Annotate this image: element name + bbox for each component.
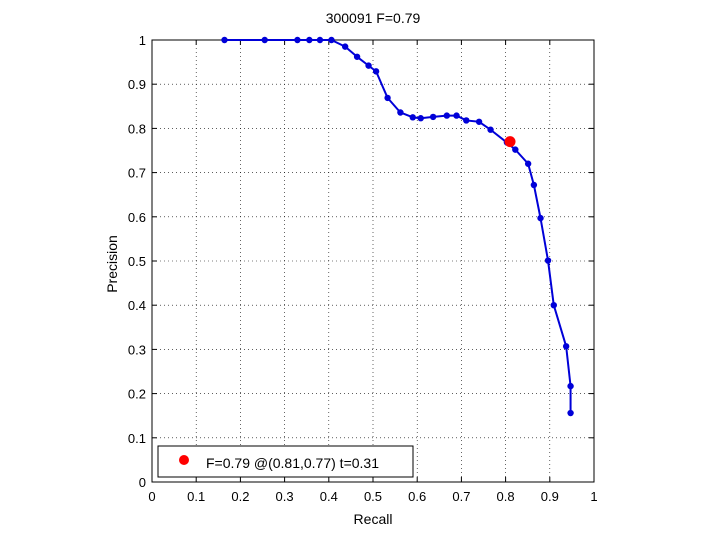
y-tick-label: 0.8 [128, 121, 146, 136]
series-layer [221, 36, 574, 417]
data-point [409, 114, 416, 121]
data-point [537, 214, 544, 222]
x-tick-label: 0.3 [276, 489, 294, 504]
data-point [365, 62, 372, 69]
data-point [487, 126, 494, 133]
data-point [384, 94, 391, 102]
x-tick-label: 0.4 [320, 489, 338, 504]
axis-ticks: 0 0.1 0.2 0.3 0.4 0.5 0.6 0.7 0.8 0.9 1 0 0.1 0.2 0.3 0… [128, 33, 598, 504]
grid-lines [152, 40, 594, 482]
data-point [316, 36, 324, 44]
data-point [306, 36, 313, 44]
y-tick-label: 0.3 [128, 342, 146, 357]
best-f-point [504, 136, 516, 148]
y-tick-label: 0.2 [128, 387, 146, 402]
data-point [463, 117, 470, 124]
legend-marker [179, 455, 189, 465]
data-point [328, 36, 335, 44]
y-tick-label: 0.7 [128, 166, 146, 181]
x-tick-label: 0.2 [231, 489, 249, 504]
y-tick-label: 1 [139, 33, 146, 48]
y-axis-label: Precision [104, 235, 120, 293]
legend: F=0.79 @(0.81,0.77) t=0.31 [157, 445, 414, 478]
x-tick-label: 0.5 [364, 489, 382, 504]
y-tick-label: 0 [139, 475, 146, 490]
highlight-layer [504, 136, 516, 148]
x-tick-label: 0.7 [452, 489, 470, 504]
chart-title: 300091 F=0.79 [326, 10, 421, 26]
y-tick-label: 0.1 [128, 431, 146, 446]
data-point [512, 146, 519, 153]
data-point [429, 113, 437, 121]
data-point [550, 302, 557, 309]
data-point [397, 109, 404, 116]
series-line [224, 39, 572, 414]
data-point [443, 112, 451, 119]
x-tick-label: 0 [148, 489, 155, 504]
y-tick-label: 0.5 [128, 254, 146, 269]
x-tick-label: 0.6 [408, 489, 426, 504]
data-point [261, 36, 268, 44]
y-tick-label: 0.9 [128, 77, 146, 92]
data-point [544, 257, 552, 264]
data-point [567, 382, 574, 390]
x-tick-label: 0.1 [187, 489, 205, 504]
data-point [475, 118, 483, 125]
x-tick-label: 1 [590, 489, 597, 504]
x-axis-label: Recall [354, 511, 393, 527]
data-point [294, 36, 301, 44]
data-point [353, 53, 361, 60]
data-point [562, 343, 570, 350]
x-tick-label: 0.8 [497, 489, 515, 504]
legend-entry: F=0.79 @(0.81,0.77) t=0.31 [206, 455, 379, 471]
data-point [341, 43, 349, 50]
y-tick-label: 0.4 [128, 298, 146, 313]
data-point [453, 112, 460, 119]
data-point [567, 409, 574, 417]
y-tick-label: 0.6 [128, 210, 146, 225]
legend-box [157, 445, 414, 478]
data-point [417, 115, 424, 122]
x-tick-label: 0.9 [541, 489, 559, 504]
data-point [221, 36, 228, 44]
data-point [372, 68, 380, 75]
data-point [530, 181, 538, 189]
data-point [524, 160, 532, 167]
